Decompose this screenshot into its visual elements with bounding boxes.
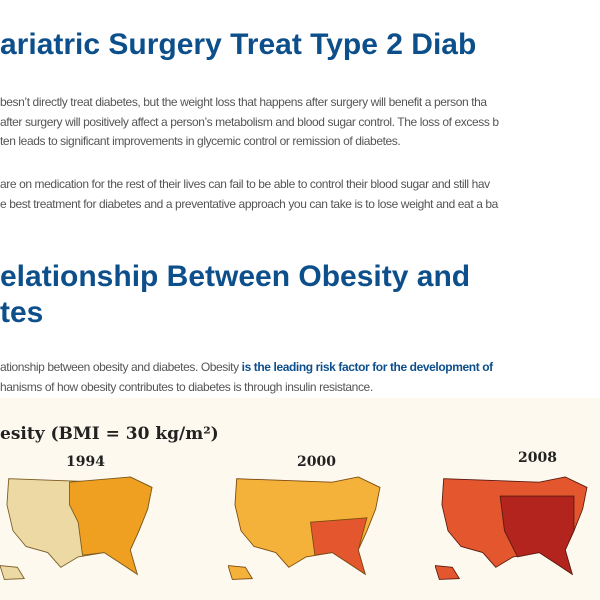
risk-factor-link[interactable]: is the leading risk factor for the devel… — [241, 360, 494, 374]
us-map-2008 — [435, 476, 588, 580]
paragraph-line: ten leads to significant improvements in… — [0, 134, 401, 148]
paragraph-line: are on medication for the rest of their … — [0, 177, 490, 191]
paragraph-line: after surgery will positively affect a p… — [0, 115, 499, 129]
paragraph-line: hanisms of how obesity contributes to di… — [0, 380, 373, 394]
paragraph-line: ationship between obesity and diabetes. … — [0, 357, 493, 377]
heading-obesity-diabetes-relationship: elationship Between Obesity and — [0, 260, 471, 293]
obesity-maps-figure: esity (BMI = 30 kg/m²) 1994 2000 2008 — [0, 398, 600, 600]
year-label-1994: 1994 — [66, 454, 105, 470]
heading-obesity-diabetes-relationship-cont: tes — [0, 296, 44, 329]
paragraph-text: ationship between obesity and diabetes. … — [0, 360, 242, 374]
us-map-2000 — [228, 476, 381, 580]
figure-title: esity (BMI = 30 kg/m²) — [0, 424, 219, 444]
paragraph-line: e best treatment for diabetes and a prev… — [0, 197, 498, 211]
year-label-2008: 2008 — [518, 450, 557, 466]
us-map-1994 — [0, 476, 153, 580]
heading-surgery-treat-diabetes: ariatric Surgery Treat Type 2 Diab — [0, 28, 477, 61]
year-label-2000: 2000 — [297, 454, 336, 470]
paragraph-line: besn’t directly treat diabetes, but the … — [0, 95, 487, 109]
